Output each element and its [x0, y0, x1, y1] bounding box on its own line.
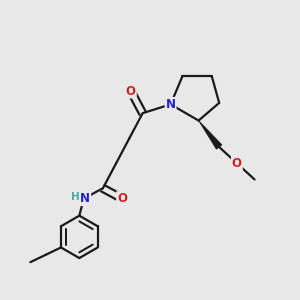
Polygon shape: [199, 121, 222, 149]
Text: O: O: [126, 85, 136, 98]
Text: N: N: [80, 192, 90, 205]
Text: O: O: [117, 192, 127, 205]
Text: N: N: [166, 98, 176, 111]
Text: O: O: [232, 157, 242, 170]
Text: H: H: [71, 191, 80, 202]
